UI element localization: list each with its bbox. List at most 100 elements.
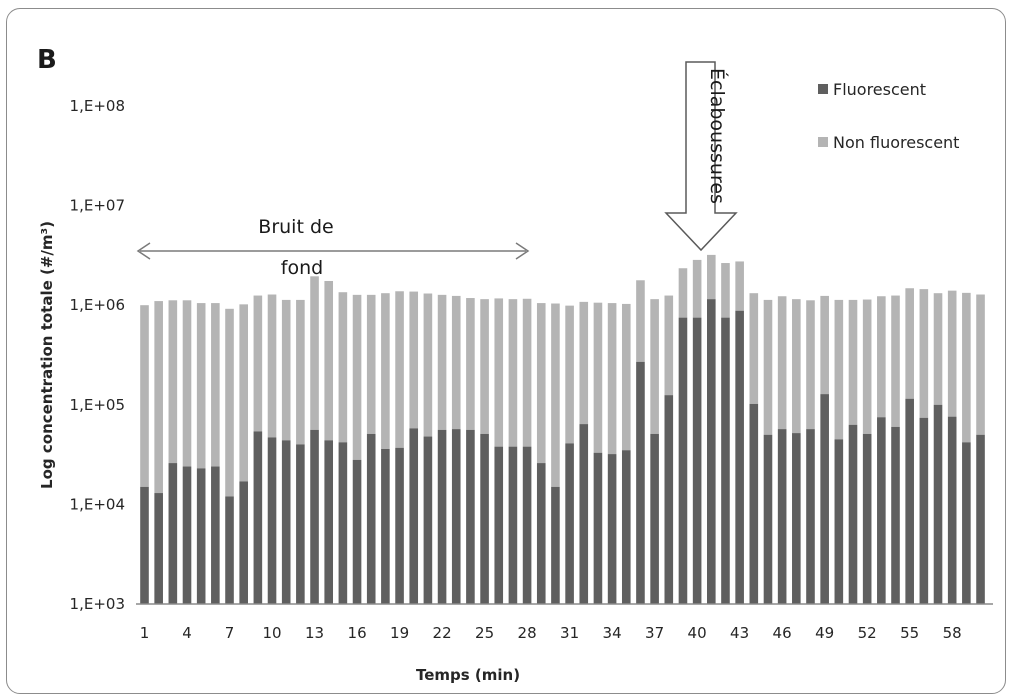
y-tick-label: 1,E+08: [70, 97, 125, 115]
bar-non-fluorescent: [891, 295, 900, 427]
bar-fluorescent: [466, 429, 475, 604]
bar-non-fluorescent: [466, 298, 475, 430]
bar-non-fluorescent: [310, 276, 319, 430]
bar-non-fluorescent: [806, 300, 815, 430]
bar-fluorescent: [409, 428, 419, 604]
bar-non-fluorescent: [621, 303, 631, 451]
bar-non-fluorescent: [862, 299, 872, 434]
bar-fluorescent: [423, 436, 433, 604]
y-tick-labels: 1,E+03 1,E+04 1,E+05 1,E+06 1,E+07 1,E+08: [70, 97, 125, 613]
x-tick-label: 58: [943, 624, 962, 642]
bar-fluorescent: [168, 463, 178, 604]
bars: [140, 254, 985, 604]
y-axis-title: Log concentration totale (#/m³): [38, 221, 56, 489]
bar-fluorescent: [508, 446, 518, 604]
legend-swatch-non-fluorescent: [818, 137, 828, 147]
bar-non-fluorescent: [480, 299, 489, 434]
x-axis-title: Temps (min): [416, 666, 520, 684]
bar-fluorescent: [664, 395, 674, 604]
bar-fluorescent: [253, 431, 263, 604]
x-tick-label: 16: [348, 624, 367, 642]
bar-non-fluorescent: [877, 296, 886, 418]
legend-swatch-fluorescent: [818, 84, 828, 94]
bar-fluorescent: [650, 433, 659, 604]
x-tick-label: 46: [773, 624, 792, 642]
bar-non-fluorescent: [947, 290, 957, 417]
bar-fluorescent: [749, 403, 759, 604]
bar-non-fluorescent: [508, 299, 518, 447]
legend-label-non-fluorescent: Non fluorescent: [833, 133, 959, 152]
bar-non-fluorescent: [225, 308, 234, 497]
bar-fluorescent: [451, 429, 461, 604]
y-tick-label: 1,E+07: [70, 197, 125, 215]
bar-non-fluorescent: [381, 293, 390, 449]
bar-non-fluorescent: [692, 259, 702, 318]
bar-non-fluorescent: [395, 291, 404, 448]
bar-non-fluorescent: [976, 294, 985, 435]
bar-fluorescent: [352, 459, 362, 604]
bar-non-fluorescent: [792, 299, 801, 434]
bar-fluorescent: [324, 440, 334, 604]
bar-fluorescent: [381, 448, 390, 604]
bar-fluorescent: [862, 433, 872, 604]
bar-non-fluorescent: [565, 305, 574, 444]
bar-non-fluorescent: [352, 294, 362, 460]
bar-fluorescent: [494, 446, 504, 604]
bar-non-fluorescent: [296, 299, 305, 445]
bar-fluorescent: [196, 468, 206, 604]
bar-fluorescent: [692, 317, 702, 604]
splash-arrow-icon: [664, 61, 738, 252]
legend: Fluorescent Non fluorescent: [818, 80, 959, 152]
y-tick-label: 1,E+03: [70, 595, 125, 613]
splash-label: Éclaboussures: [706, 68, 729, 204]
bar-non-fluorescent: [168, 300, 178, 464]
bar-fluorescent: [763, 434, 773, 604]
bar-fluorescent: [891, 426, 900, 604]
bar-non-fluorescent: [848, 299, 858, 425]
bar-non-fluorescent: [437, 294, 447, 430]
x-tick-label: 52: [858, 624, 877, 642]
y-tick-label: 1,E+06: [70, 296, 125, 314]
bar-fluorescent: [437, 429, 447, 604]
bar-non-fluorescent: [494, 298, 504, 447]
x-tick-label: 43: [730, 624, 749, 642]
bar-fluorescent: [480, 433, 489, 604]
bar-fluorescent: [962, 442, 971, 604]
bar-fluorescent: [551, 486, 560, 604]
bar-fluorescent: [225, 496, 234, 604]
noise-arrow-left-head: [136, 242, 151, 260]
bar-fluorescent: [777, 429, 787, 604]
bar-fluorescent: [848, 424, 858, 604]
bar-non-fluorescent: [749, 293, 759, 404]
bar-fluorescent: [877, 417, 886, 604]
bar-fluorescent: [522, 446, 532, 604]
bar-fluorescent: [395, 447, 404, 604]
bar-non-fluorescent: [366, 294, 376, 434]
x-tick-label: 49: [815, 624, 834, 642]
background-noise-annotation: Bruit de fond: [136, 216, 530, 279]
bar-non-fluorescent: [678, 268, 688, 318]
bar-fluorescent: [820, 394, 829, 604]
bar-non-fluorescent: [933, 293, 943, 405]
x-tick-label: 10: [262, 624, 281, 642]
bar-non-fluorescent: [834, 299, 844, 440]
bar-non-fluorescent: [664, 295, 674, 396]
noise-label-line1: Bruit de: [258, 216, 333, 238]
bar-fluorescent: [636, 361, 645, 604]
bar-fluorescent: [267, 437, 277, 604]
x-tick-label: 22: [433, 624, 452, 642]
bar-non-fluorescent: [650, 299, 659, 434]
bar-fluorescent: [721, 317, 730, 604]
bar-non-fluorescent: [735, 261, 744, 311]
bar-non-fluorescent: [905, 288, 914, 399]
bar-non-fluorescent: [338, 292, 348, 443]
x-tick-labels: 1 4 7 10 13 16 19 22 25 28 31 34 37 40 43 46 49 52 55 58: [140, 624, 962, 642]
bar-non-fluorescent: [551, 303, 560, 487]
bar-fluorescent: [792, 433, 801, 604]
bar-non-fluorescent: [211, 303, 220, 467]
bar-non-fluorescent: [579, 301, 589, 425]
bar-non-fluorescent: [536, 303, 546, 464]
bar-fluorescent: [366, 433, 376, 604]
x-tick-label: 28: [518, 624, 537, 642]
